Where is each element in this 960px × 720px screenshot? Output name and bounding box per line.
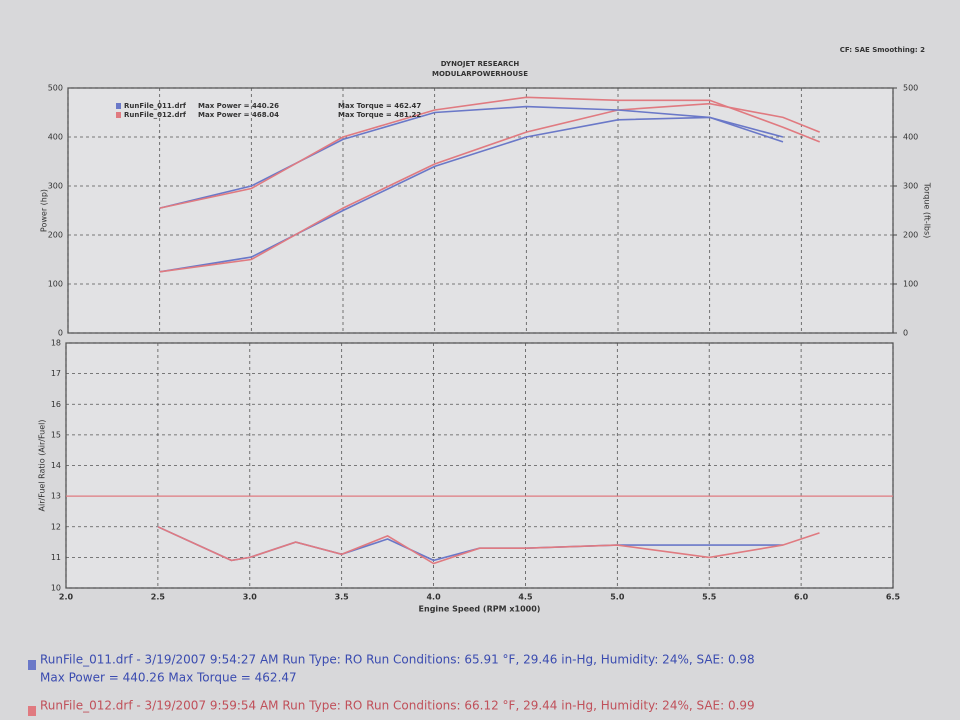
x-tick-label: 3.0 (243, 593, 258, 602)
y2-tick-label: 100 (903, 280, 918, 289)
x-tick-label: 4.0 (426, 593, 441, 602)
x-tick-label: 5.5 (702, 593, 717, 602)
y-tick-label: 100 (48, 280, 63, 289)
y-tick-label: 400 (48, 133, 63, 142)
series-line (159, 116, 784, 273)
legend-name: RunFile_011.drf (124, 102, 187, 110)
y-tick-label: 12 (51, 522, 61, 531)
y2-axis-label: Torque (ft-lbs) (923, 182, 932, 239)
legend-swatch (116, 103, 121, 109)
footer-swatch (28, 660, 36, 670)
legend-max-torque: Max Torque = 462.47 (338, 102, 421, 110)
y-tick-label: 18 (51, 339, 61, 348)
y2-tick-label: 200 (903, 231, 918, 240)
footer-line: Max Power = 440.26 Max Torque = 462.47 (40, 671, 297, 685)
x-tick-label: 4.5 (518, 593, 533, 602)
y-tick-label: 17 (51, 369, 61, 378)
y-tick-label: 10 (51, 584, 61, 593)
x-tick-label: 6.0 (794, 593, 809, 602)
y-tick-label: 15 (51, 430, 61, 439)
y2-tick-label: 500 (903, 84, 918, 93)
x-axis-label: Engine Speed (RPM x1000) (419, 605, 541, 614)
y-tick-label: 0 (58, 329, 63, 338)
plot-area (67, 87, 894, 334)
x-tick-label: 3.5 (335, 593, 350, 602)
y-tick-label: 14 (51, 461, 61, 470)
x-tick-label: 2.5 (151, 593, 166, 602)
legend-max-torque: Max Torque = 481.22 (338, 111, 421, 119)
y-tick-label: 13 (51, 492, 61, 501)
y-axis-label: Air/Fuel Ratio (Air/Fuel) (38, 420, 47, 512)
y-tick-label: 500 (48, 84, 63, 93)
footer-line: RunFile_011.drf - 3/19/2007 9:54:27 AM R… (40, 653, 755, 667)
legend-swatch (116, 112, 121, 118)
legend-max-power: Max Power = 440.26 (198, 102, 279, 110)
series-line (159, 102, 820, 273)
settings: CF: SAE Smoothing: 2 (840, 46, 925, 54)
y-tick-label: 200 (48, 231, 63, 240)
y2-tick-label: 0 (903, 329, 908, 338)
series-line (157, 526, 820, 565)
legend-name: RunFile_012.drf (124, 111, 187, 119)
legend-max-power: Max Power = 468.04 (198, 111, 279, 119)
x-tick-label: 2.0 (59, 593, 74, 602)
y2-tick-label: 400 (903, 133, 918, 142)
y-axis-label: Power (hp) (40, 189, 49, 232)
series-line (159, 105, 784, 209)
shop: MODULARPOWERHOUSE (432, 70, 528, 78)
y2-tick-label: 300 (903, 182, 918, 191)
footer-line: RunFile_012.drf - 3/19/2007 9:59:54 AM R… (40, 699, 755, 713)
y-tick-label: 11 (51, 553, 61, 562)
company: DYNOJET RESEARCH (441, 60, 520, 68)
footer-swatch (28, 706, 36, 716)
y-tick-label: 300 (48, 182, 63, 191)
y-tick-label: 16 (51, 400, 61, 409)
series-line (159, 96, 820, 209)
x-tick-label: 6.5 (886, 593, 901, 602)
x-tick-label: 5.0 (610, 593, 625, 602)
